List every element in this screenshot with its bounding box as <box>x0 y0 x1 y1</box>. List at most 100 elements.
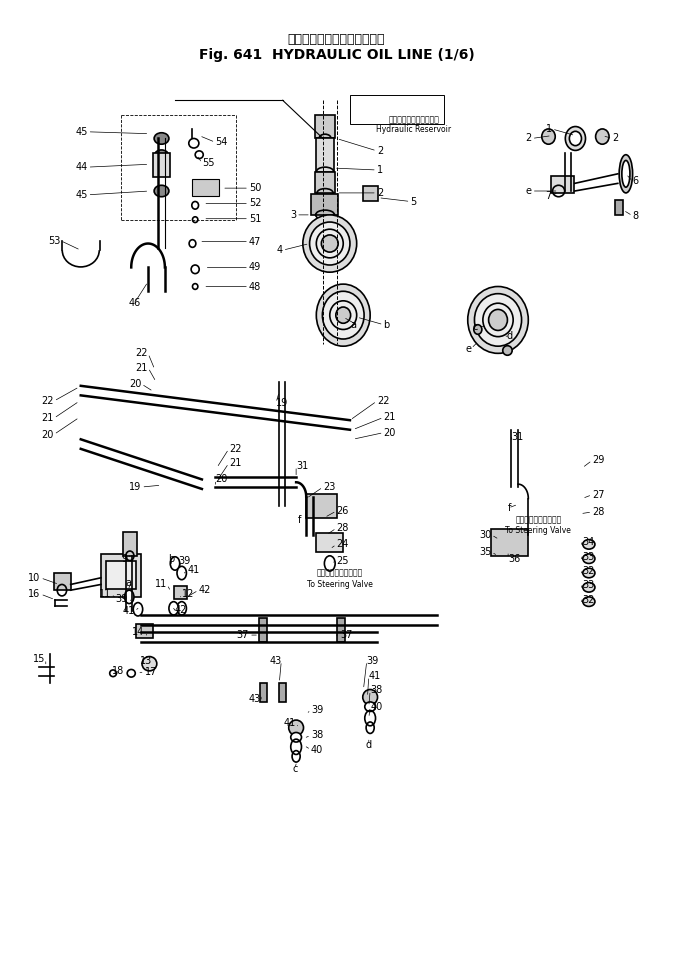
Text: 31: 31 <box>296 461 308 471</box>
Text: 55: 55 <box>202 159 215 168</box>
Ellipse shape <box>565 126 586 150</box>
Text: 7: 7 <box>546 191 552 201</box>
Ellipse shape <box>542 129 555 144</box>
Text: 52: 52 <box>249 199 262 208</box>
Text: 2: 2 <box>526 134 532 143</box>
Bar <box>336 618 345 642</box>
Text: 40: 40 <box>370 702 382 711</box>
Ellipse shape <box>289 720 304 735</box>
Text: 49: 49 <box>249 263 261 272</box>
Bar <box>106 561 136 589</box>
Ellipse shape <box>622 160 630 187</box>
Text: 46: 46 <box>129 298 141 308</box>
Text: 20: 20 <box>129 379 141 389</box>
Text: 32: 32 <box>582 566 594 576</box>
Text: 37: 37 <box>237 630 249 640</box>
Text: 41: 41 <box>284 718 296 728</box>
Circle shape <box>177 602 186 615</box>
Ellipse shape <box>596 129 609 144</box>
Text: e: e <box>526 186 532 196</box>
Bar <box>279 683 286 702</box>
Text: 1: 1 <box>377 165 383 175</box>
Bar <box>101 554 141 597</box>
Text: ステアリングバルブへ: ステアリングバルブへ <box>317 568 363 578</box>
Text: 48: 48 <box>249 282 261 291</box>
Text: 19: 19 <box>276 398 288 408</box>
Text: 41: 41 <box>369 671 381 681</box>
Text: 5: 5 <box>411 197 417 206</box>
Text: 23: 23 <box>323 482 335 492</box>
Text: 9: 9 <box>122 554 128 563</box>
Text: 19: 19 <box>129 482 141 492</box>
Text: 1: 1 <box>546 124 552 134</box>
Bar <box>363 186 378 201</box>
Text: 36: 36 <box>508 554 520 563</box>
Text: 21: 21 <box>42 414 54 423</box>
Text: 53: 53 <box>48 236 61 245</box>
Text: 13: 13 <box>140 656 152 666</box>
Bar <box>491 529 528 556</box>
Text: 11: 11 <box>155 580 167 589</box>
Text: ハイドロリックリザーバ: ハイドロリックリザーバ <box>388 116 439 125</box>
Text: 32: 32 <box>582 595 594 605</box>
Text: 43: 43 <box>269 656 281 666</box>
Text: To Steering Valve: To Steering Valve <box>307 580 373 589</box>
Circle shape <box>125 590 134 604</box>
Circle shape <box>169 602 178 615</box>
Text: 43: 43 <box>249 694 261 704</box>
Ellipse shape <box>192 217 198 223</box>
Text: b: b <box>168 554 175 563</box>
Text: 30: 30 <box>479 530 491 540</box>
Text: 47: 47 <box>249 237 261 246</box>
Text: 27: 27 <box>592 490 605 499</box>
Text: 39: 39 <box>178 556 190 565</box>
Text: 10: 10 <box>28 573 40 583</box>
Ellipse shape <box>310 223 350 265</box>
Ellipse shape <box>188 138 199 148</box>
Ellipse shape <box>195 151 203 159</box>
Text: c: c <box>292 764 297 774</box>
Ellipse shape <box>583 540 595 549</box>
Text: a: a <box>351 320 357 329</box>
Text: To Steering Valve: To Steering Valve <box>505 526 571 536</box>
Text: 38: 38 <box>370 686 382 695</box>
Text: 28: 28 <box>336 523 349 533</box>
Text: 45: 45 <box>75 127 87 137</box>
Text: c: c <box>472 322 478 331</box>
Text: 21: 21 <box>136 363 148 372</box>
Circle shape <box>324 556 335 571</box>
Text: 20: 20 <box>384 428 396 437</box>
Bar <box>153 153 170 177</box>
Ellipse shape <box>583 568 595 578</box>
Ellipse shape <box>155 150 168 159</box>
Text: d: d <box>506 331 512 341</box>
Text: 3: 3 <box>290 210 296 220</box>
Circle shape <box>133 603 143 616</box>
Ellipse shape <box>154 185 169 197</box>
Text: 26: 26 <box>336 506 349 516</box>
Text: e: e <box>465 344 471 353</box>
Text: 44: 44 <box>75 162 87 172</box>
Ellipse shape <box>619 155 633 193</box>
Text: 31: 31 <box>511 433 524 442</box>
Text: b: b <box>384 320 390 329</box>
Text: 8: 8 <box>633 211 639 221</box>
Text: a: a <box>125 578 131 587</box>
Ellipse shape <box>569 131 581 145</box>
Text: 38: 38 <box>311 731 323 740</box>
Text: 33: 33 <box>582 581 594 590</box>
Ellipse shape <box>583 583 595 592</box>
Ellipse shape <box>336 308 351 323</box>
Bar <box>315 115 335 138</box>
Text: 15: 15 <box>34 654 46 664</box>
Text: 22: 22 <box>41 396 54 406</box>
Text: 22: 22 <box>229 444 242 454</box>
Bar <box>54 573 71 590</box>
Text: 41: 41 <box>122 606 135 616</box>
Text: 28: 28 <box>592 507 604 517</box>
Ellipse shape <box>468 286 528 353</box>
Text: 40: 40 <box>311 745 323 754</box>
Text: 42: 42 <box>199 585 211 595</box>
Ellipse shape <box>363 690 378 705</box>
Text: 29: 29 <box>592 456 604 465</box>
